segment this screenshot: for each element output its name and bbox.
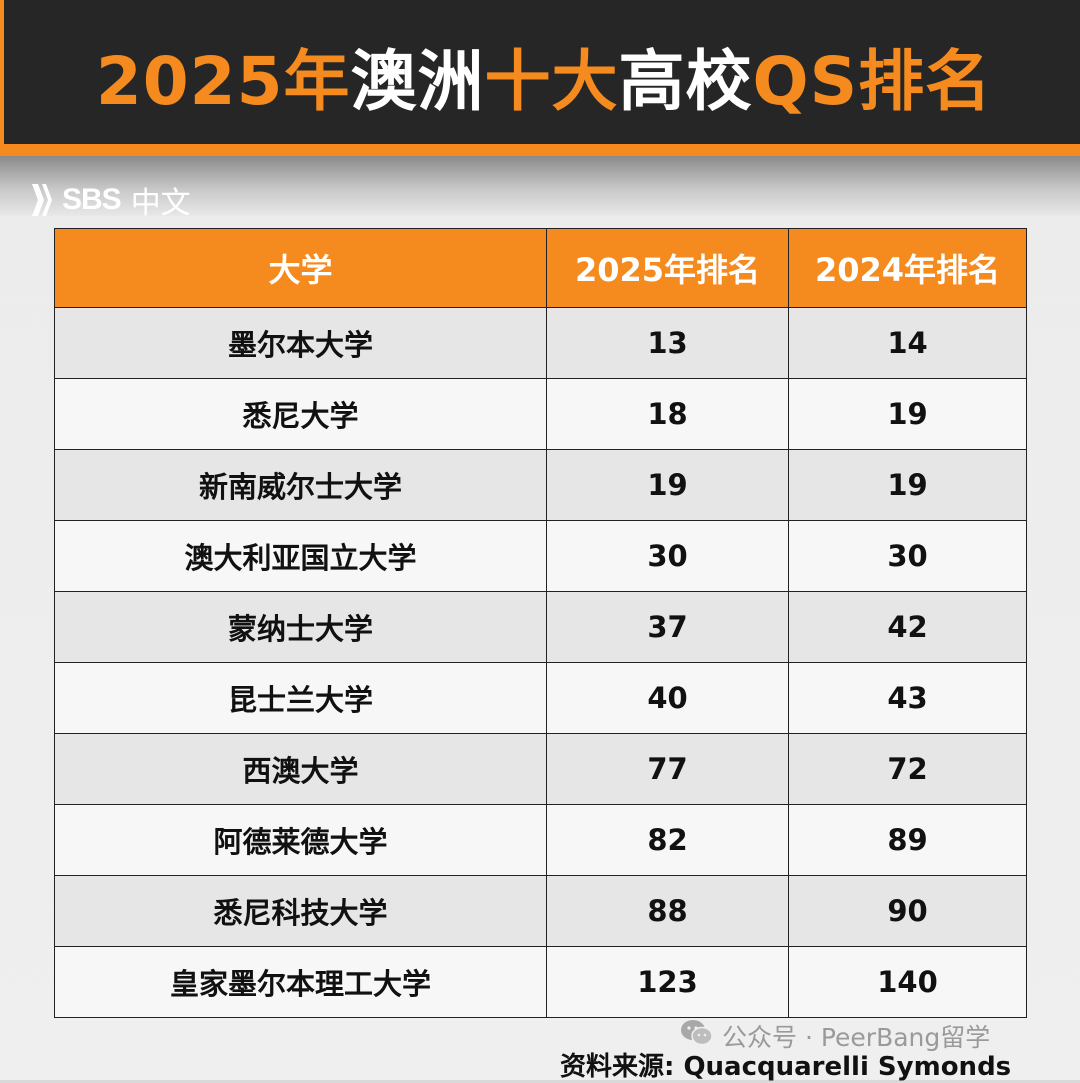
title-part-country: 澳洲 [350,43,485,120]
header-rank-2024: 2024年排名 [788,228,1027,308]
university-name: 西澳大学 [54,733,547,805]
rank-2024: 89 [788,804,1027,876]
logo-language: 中文 [130,186,191,221]
rank-2025: 123 [546,946,789,1018]
watermark-text: 公众号 · PeerBang留学 [722,1023,991,1052]
page-title: 2025年澳洲十大高校QS排名 [4,40,1080,124]
university-name: 悉尼大学 [54,378,547,450]
rank-2025: 30 [546,520,789,592]
table-row: 蒙纳士大学 37 42 [54,591,1027,663]
table-row: 墨尔本大学 13 14 [54,307,1027,379]
rank-2024: 14 [788,307,1027,379]
header-shadow-band [0,156,1080,216]
table-row: 新南威尔士大学 19 19 [54,449,1027,521]
rank-2025: 13 [546,307,789,379]
table-row: 悉尼科技大学 88 90 [54,875,1027,947]
university-name: 新南威尔士大学 [54,449,547,521]
university-name: 蒙纳士大学 [54,591,547,663]
table-header-row: 大学 2025年排名 2024年排名 [54,228,1027,308]
rank-2025: 40 [546,662,789,734]
rank-2024: 42 [788,591,1027,663]
title-part-qs-ranking: QS排名 [752,43,993,120]
rank-2025: 18 [546,378,789,450]
rank-2024: 19 [788,378,1027,450]
rank-2025: 82 [546,804,789,876]
rank-2024: 72 [788,733,1027,805]
source-credit: 资料来源: Quacquarelli Symonds [560,1052,1012,1082]
university-name: 昆士兰大学 [54,662,547,734]
logo-brand: SBS [62,183,122,216]
wechat-icon [680,1018,714,1054]
table-row: 澳大利亚国立大学 30 30 [54,520,1027,592]
title-part-universities: 高校 [618,43,753,120]
university-name: 澳大利亚国立大学 [54,520,547,592]
rank-2025: 37 [546,591,789,663]
sbs-wave-icon [28,180,58,220]
table-row: 皇家墨尔本理工大学 123 140 [54,946,1027,1018]
rank-2025: 77 [546,733,789,805]
rank-2024: 90 [788,875,1027,947]
table-row: 昆士兰大学 40 43 [54,662,1027,734]
header-university: 大学 [54,228,547,308]
sbs-logo: SBS 中文 [28,178,191,222]
table-row: 阿德莱德大学 82 89 [54,804,1027,876]
rank-2025: 19 [546,449,789,521]
table-row: 悉尼大学 18 19 [54,378,1027,450]
rank-2024: 30 [788,520,1027,592]
university-name: 阿德莱德大学 [54,804,547,876]
rank-2024: 43 [788,662,1027,734]
title-part-top-ten: 十大 [484,43,619,120]
university-name: 墨尔本大学 [54,307,547,379]
university-name: 皇家墨尔本理工大学 [54,946,547,1018]
title-part-year: 2025年 [95,43,351,120]
rank-2024: 19 [788,449,1027,521]
table-row: 西澳大学 77 72 [54,733,1027,805]
header-bar: 2025年澳洲十大高校QS排名 [0,0,1080,156]
ranking-table: 大学 2025年排名 2024年排名 墨尔本大学 13 14 悉尼大学 18 1… [54,228,1027,1018]
header-rank-2025: 2025年排名 [546,228,789,308]
wechat-watermark: 公众号 · PeerBang留学 [680,1018,990,1054]
university-name: 悉尼科技大学 [54,875,547,947]
rank-2024: 140 [788,946,1027,1018]
rank-2025: 88 [546,875,789,947]
